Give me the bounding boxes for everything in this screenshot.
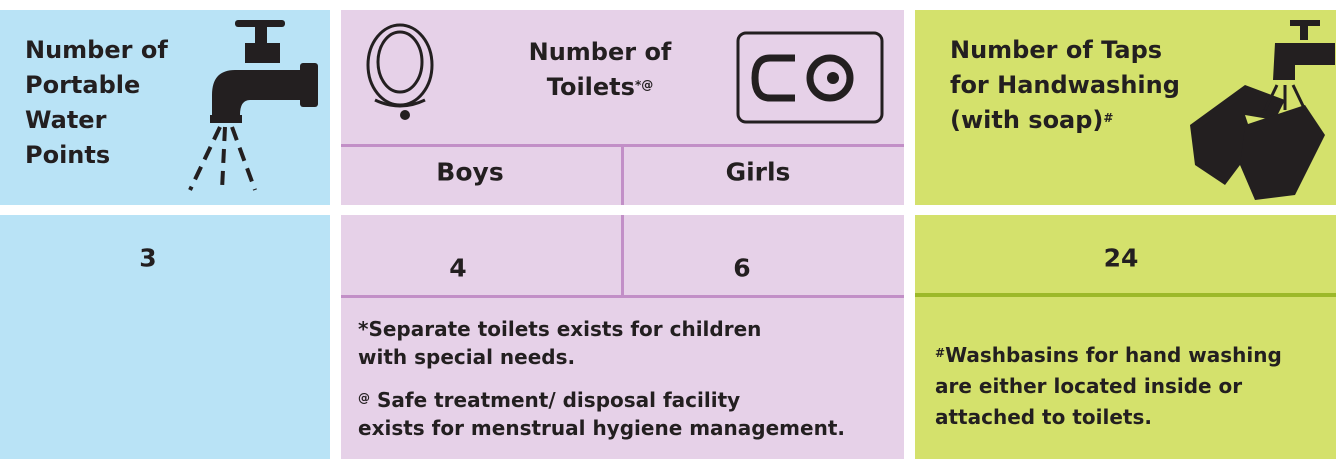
line: attached to toilets. (935, 405, 1152, 429)
divider (915, 293, 1336, 297)
sup: *@ (634, 78, 654, 92)
green-bottom (915, 215, 1336, 459)
divider (621, 147, 624, 205)
urinal-icon (366, 23, 434, 120)
line: @ Safe treatment/ disposal facility (358, 386, 845, 414)
note: #Washbasins for hand washing are either … (935, 340, 1282, 433)
line: Water (25, 106, 107, 134)
water-value: 3 (139, 243, 157, 273)
line: Number of Taps (950, 36, 1163, 64)
text: Safe treatment/ disposal facility (376, 388, 741, 412)
note: *Separate toilets exists for children wi… (358, 315, 761, 371)
text: Toilets (546, 73, 635, 101)
line: are either located inside or (935, 374, 1243, 398)
line: with special needs. (358, 345, 576, 369)
divider (621, 215, 624, 296)
boys-value: 4 (449, 253, 467, 283)
line: #Washbasins for hand washing (935, 340, 1282, 371)
sup: # (1103, 111, 1114, 125)
girls-label: Girls (725, 157, 791, 187)
line: *Separate toilets exists for children (358, 317, 762, 341)
blue-top (0, 10, 330, 205)
girls-value: 6 (733, 253, 751, 283)
sup: @ (358, 391, 370, 405)
divider (341, 295, 904, 298)
blue-bottom (0, 215, 330, 459)
line: Points (25, 141, 111, 169)
toilet-label: Number of Toilets*@ (529, 35, 672, 105)
handwash-icon (1190, 20, 1335, 200)
sup: # (935, 346, 946, 360)
text: (with soap) (950, 106, 1104, 134)
line: Portable (25, 71, 141, 99)
line: Number of (25, 36, 168, 64)
line: (with soap)# (950, 103, 1180, 138)
note: @ Safe treatment/ disposal facility exis… (358, 386, 845, 442)
tap-icon (188, 20, 318, 191)
line: for Handwashing (950, 71, 1180, 99)
boys-label: Boys (436, 157, 504, 187)
divider (341, 144, 904, 147)
line: Number of (528, 38, 672, 66)
text: Washbasins for hand washing (945, 343, 1282, 367)
hand-label: Number of Taps for Handwashing (with soa… (950, 33, 1180, 138)
water-label: Number of Portable Water Points (25, 33, 168, 173)
toilet-icon (736, 31, 884, 124)
line: exists for menstrual hygiene management. (358, 416, 845, 440)
line: Toilets*@ (529, 70, 672, 105)
hand-value: 24 (1103, 243, 1139, 273)
